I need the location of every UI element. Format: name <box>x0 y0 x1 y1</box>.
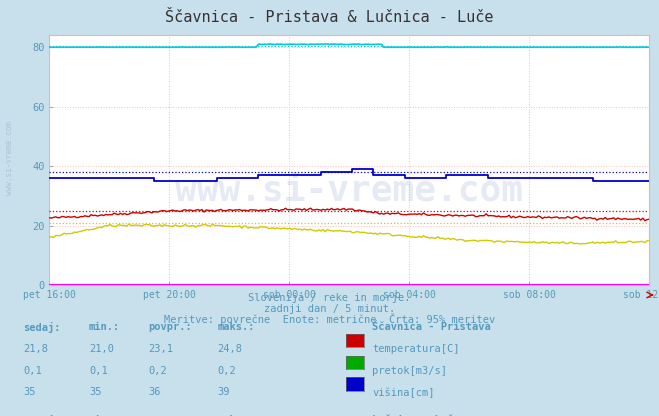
Text: zadnji dan / 5 minut.: zadnji dan / 5 minut. <box>264 304 395 314</box>
Text: maks.:: maks.: <box>217 415 255 416</box>
Text: temperatura[C]: temperatura[C] <box>372 344 460 354</box>
Text: sedaj:: sedaj: <box>23 415 61 416</box>
Text: Ščavnica - Pristava & Lučnica - Luče: Ščavnica - Pristava & Lučnica - Luče <box>165 10 494 25</box>
Text: 35: 35 <box>89 387 101 397</box>
Text: Meritve: povrečne  Enote: metrične  Črta: 95% meritev: Meritve: povrečne Enote: metrične Črta: … <box>164 313 495 325</box>
Text: 24,8: 24,8 <box>217 344 243 354</box>
Text: Lučnica - Luče: Lučnica - Luče <box>372 415 460 416</box>
Text: 21,8: 21,8 <box>23 344 48 354</box>
Text: www.si-vreme.com: www.si-vreme.com <box>5 121 14 195</box>
Text: 21,0: 21,0 <box>89 344 114 354</box>
Text: Slovenija / reke in morje.: Slovenija / reke in morje. <box>248 293 411 303</box>
Text: 0,1: 0,1 <box>89 366 107 376</box>
Text: www.si-vreme.com: www.si-vreme.com <box>175 173 523 207</box>
Text: pretok[m3/s]: pretok[m3/s] <box>372 366 447 376</box>
Text: 0,2: 0,2 <box>148 366 167 376</box>
Text: 0,2: 0,2 <box>217 366 236 376</box>
Text: povpr.:: povpr.: <box>148 415 192 416</box>
Text: maks.:: maks.: <box>217 322 255 332</box>
Text: 35: 35 <box>23 387 36 397</box>
Text: min.:: min.: <box>89 415 120 416</box>
Text: Ščavnica - Pristava: Ščavnica - Pristava <box>372 322 491 332</box>
Text: višina[cm]: višina[cm] <box>372 387 435 398</box>
Text: 39: 39 <box>217 387 230 397</box>
Text: min.:: min.: <box>89 322 120 332</box>
Text: 0,1: 0,1 <box>23 366 42 376</box>
Text: sedaj:: sedaj: <box>23 322 61 334</box>
Text: 36: 36 <box>148 387 161 397</box>
Text: 23,1: 23,1 <box>148 344 173 354</box>
Text: povpr.:: povpr.: <box>148 322 192 332</box>
